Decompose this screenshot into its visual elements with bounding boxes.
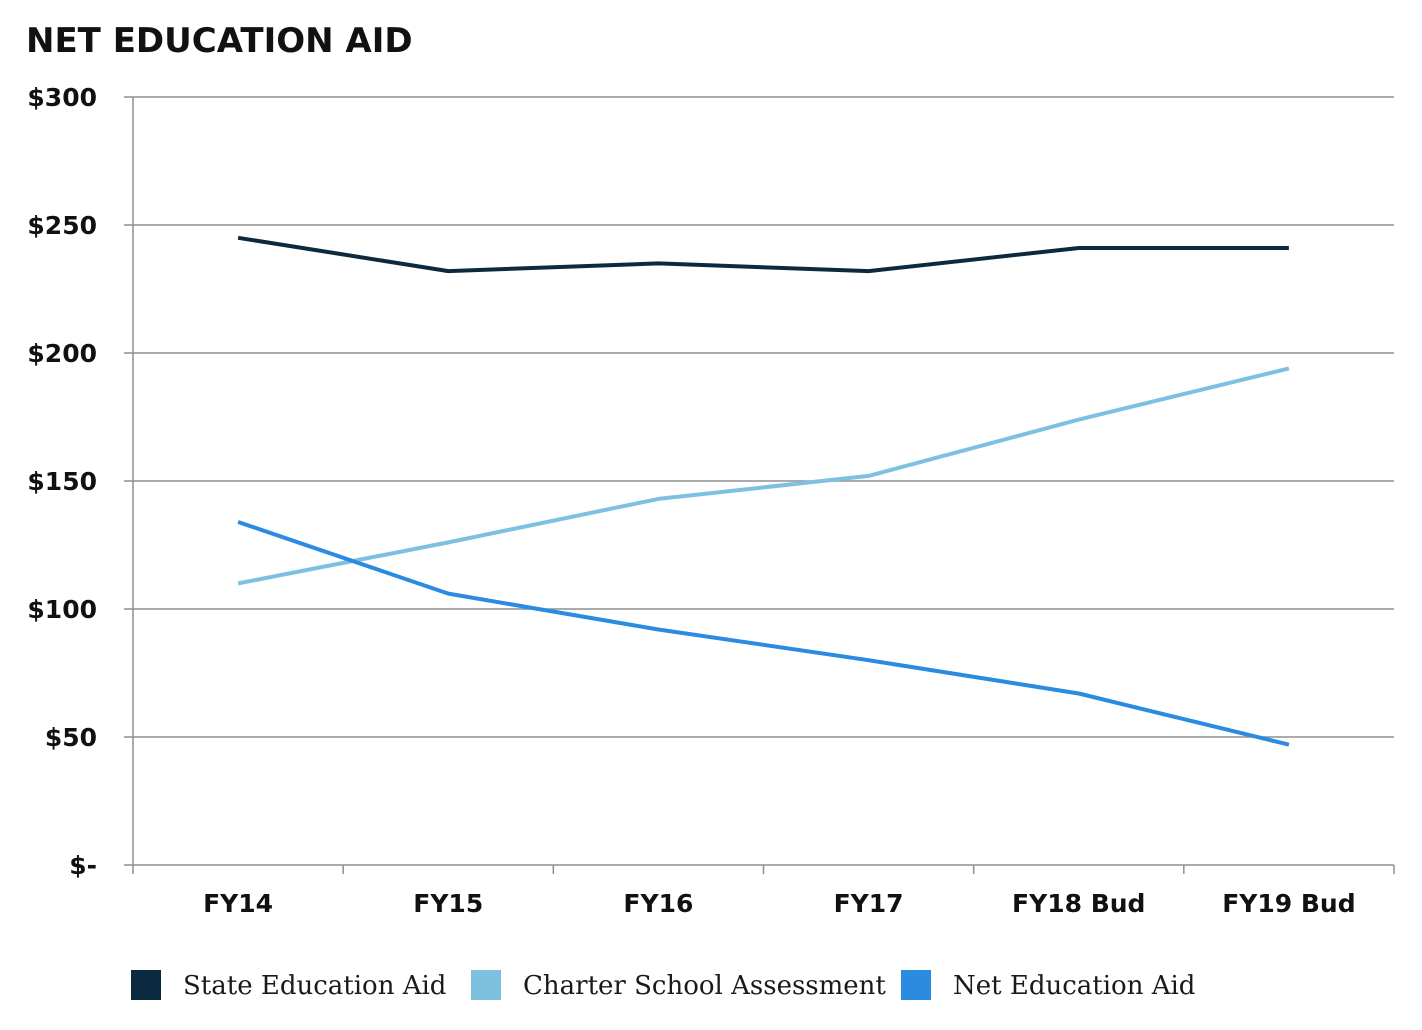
series-lines bbox=[237, 235, 1290, 747]
y-tick-label: $50 bbox=[45, 723, 97, 752]
x-tick-label: FY18 Bud bbox=[1012, 889, 1145, 918]
x-tick-label: FY14 bbox=[203, 889, 273, 918]
y-tick-label: $200 bbox=[27, 339, 97, 368]
y-tick-label: $250 bbox=[27, 211, 97, 240]
x-tick-label: FY17 bbox=[834, 889, 904, 918]
y-tick-label: $150 bbox=[27, 467, 97, 496]
y-tick-label: $100 bbox=[27, 595, 97, 624]
legend-swatch-state-education-aid bbox=[131, 970, 161, 1000]
chart-title: NET EDUCATION AID bbox=[26, 21, 413, 61]
y-tick-label: $- bbox=[69, 851, 97, 880]
legend-label-state-education-aid: State Education Aid bbox=[183, 971, 446, 1001]
series-line-charter-school-assessment bbox=[237, 366, 1290, 586]
legend-swatch-charter-school-assessment bbox=[471, 970, 501, 1000]
axes bbox=[124, 96, 1395, 874]
x-tick-label: FY16 bbox=[623, 889, 693, 918]
x-tick-label: FY15 bbox=[413, 889, 483, 918]
x-axis-tick-labels: FY14 FY15 FY16 FY17 FY18 Bud FY19 Bud bbox=[203, 889, 1356, 918]
legend: State Education Aid Charter School Assess… bbox=[131, 970, 1195, 1001]
y-axis-tick-labels: $- $50 $100 $150 $200 $250 $300 bbox=[27, 83, 97, 880]
gridlines bbox=[133, 96, 1394, 738]
x-tick-label: FY19 Bud bbox=[1222, 889, 1355, 918]
y-tick-label: $300 bbox=[27, 83, 97, 112]
series-line-net-education-aid bbox=[237, 520, 1290, 747]
legend-label-charter-school-assessment: Charter School Assessment bbox=[523, 971, 886, 1001]
series-line-state-education-aid bbox=[237, 235, 1289, 274]
legend-label-net-education-aid: Net Education Aid bbox=[953, 971, 1195, 1001]
legend-swatch-net-education-aid bbox=[901, 970, 931, 1000]
